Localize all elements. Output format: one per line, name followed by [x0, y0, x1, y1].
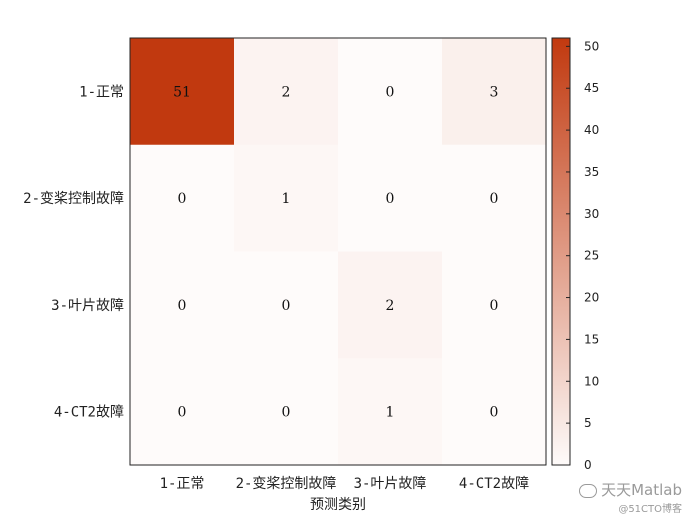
colorbar-tick-label: 50 — [584, 39, 599, 53]
watermark-sub: @51CTO博客 — [618, 504, 682, 515]
cell-value: 0 — [386, 191, 395, 207]
cell-value: 0 — [386, 84, 395, 100]
x-tick-label: 2-变桨控制故障 — [236, 475, 337, 492]
heatmap-cell — [130, 358, 235, 466]
cell-value-labels: 51 2 0 3 0 1 0 0 0 0 2 0 0 0 1 0 — [173, 84, 498, 420]
heatmap-cell — [442, 38, 547, 146]
y-tick-label: 4-CT2故障 — [54, 405, 124, 421]
y-tick-label: 2-变桨控制故障 — [23, 190, 124, 207]
cell-value: 0 — [490, 191, 499, 207]
cell-value: 0 — [282, 405, 291, 421]
heatmap-cell — [338, 251, 443, 359]
cell-value: 1 — [386, 405, 395, 421]
colorbar-tick-label: 35 — [584, 165, 599, 179]
watermark: 天天Matlab @51CTO博客 — [579, 479, 682, 515]
cell-value: 0 — [282, 298, 291, 314]
colorbar-tick-label: 20 — [584, 291, 599, 305]
x-tick-label: 4-CT2故障 — [459, 476, 529, 492]
colorbar-tick-label: 45 — [584, 81, 599, 95]
cell-value: 2 — [386, 298, 395, 314]
cell-value: 2 — [282, 84, 291, 100]
colorbar-tick-label: 10 — [584, 374, 599, 388]
colorbar — [551, 37, 571, 466]
cell-value: 51 — [173, 84, 191, 100]
colorbar-tick-label: 25 — [584, 249, 599, 263]
y-tick-label: 3-叶片故障 — [51, 298, 124, 314]
heatmap-cell — [338, 358, 443, 466]
heatmap-cell — [338, 38, 443, 146]
heatmap-cell — [442, 144, 547, 252]
colorbar-tick-label: 15 — [584, 332, 599, 346]
x-tick-label: 3-叶片故障 — [354, 476, 427, 492]
colorbar-tick-label: 30 — [584, 207, 599, 221]
heatmap-cell — [442, 251, 547, 359]
plot-border — [129, 37, 547, 466]
heatmap-cell — [338, 144, 443, 252]
cell-value: 1 — [282, 191, 291, 207]
heatmap-cell — [234, 144, 339, 252]
cell-value: 0 — [490, 298, 499, 314]
heatmap-cell — [234, 38, 339, 146]
heatmap-cell — [442, 358, 547, 466]
heatmap-cell — [130, 251, 235, 359]
x-axis-label: 预测类别 — [310, 497, 366, 513]
watermark-main: 天天Matlab — [579, 479, 682, 500]
x-axis-ticks: 1-正常 2-变桨控制故障 3-叶片故障 4-CT2故障 — [160, 475, 530, 492]
heatmap-cell — [130, 144, 235, 252]
cell-value: 0 — [178, 405, 187, 421]
heatmap-cell — [130, 38, 235, 146]
heatmap-cells — [130, 38, 547, 466]
y-tick-label: 1-正常 — [79, 84, 124, 100]
y-axis-ticks: 1-正常 2-变桨控制故障 3-叶片故障 4-CT2故障 — [23, 84, 124, 420]
watermark-main-text: 天天Matlab — [601, 481, 682, 499]
cell-value: 0 — [178, 298, 187, 314]
x-tick-label: 1-正常 — [160, 476, 205, 492]
cell-value: 0 — [178, 191, 187, 207]
colorbar-tick-label: 40 — [584, 123, 599, 137]
colorbar-tick-label: 5 — [584, 416, 592, 430]
heatmap-cell — [234, 251, 339, 359]
cell-value: 3 — [490, 84, 499, 100]
wechat-icon — [579, 483, 598, 498]
heatmap-cell — [234, 358, 339, 466]
colorbar-tick-label: 0 — [584, 458, 592, 472]
colorbar-ticks: 0 5 10 15 20 25 30 35 40 45 50 — [566, 39, 599, 472]
cell-value: 0 — [490, 405, 499, 421]
